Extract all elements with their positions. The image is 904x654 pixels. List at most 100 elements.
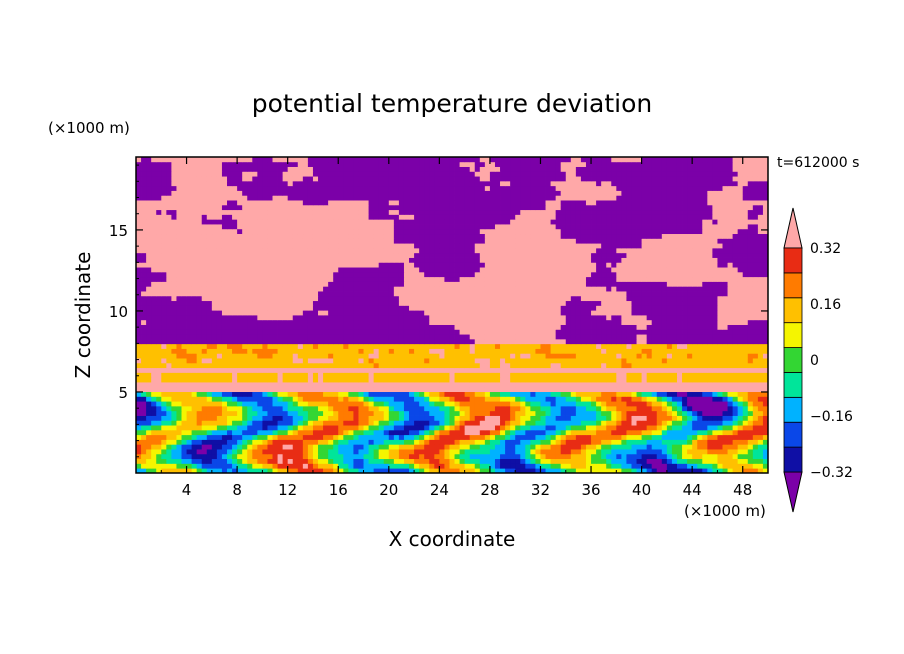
heatmap-cell — [742, 300, 749, 306]
heatmap-cell — [388, 295, 395, 302]
heatmap-cell — [515, 391, 521, 397]
heatmap-cell — [540, 334, 546, 340]
heatmap-cell — [151, 429, 157, 436]
heatmap-cell — [606, 367, 612, 373]
heatmap-cell — [702, 377, 708, 383]
heatmap-cell — [717, 315, 723, 321]
heatmap-cell — [757, 291, 764, 297]
heatmap-cell — [722, 305, 728, 311]
heatmap-cell — [242, 449, 248, 455]
heatmap-cell — [166, 348, 172, 354]
heatmap-cell — [171, 281, 177, 287]
heatmap-cell — [439, 367, 445, 373]
heatmap-cell — [540, 463, 546, 469]
heatmap-cell — [525, 396, 531, 402]
heatmap-cell — [666, 300, 673, 306]
heatmap-cell — [697, 410, 703, 416]
heatmap-cell — [621, 449, 627, 455]
heatmap-cell — [282, 405, 289, 412]
heatmap-cell — [206, 458, 213, 464]
heatmap-cell — [646, 324, 653, 330]
heatmap-cell — [206, 439, 213, 445]
heatmap-cell — [378, 444, 385, 450]
heatmap-cell — [161, 281, 167, 287]
heatmap-cell — [378, 291, 385, 297]
heatmap-cell — [338, 434, 344, 440]
heatmap-cell — [141, 425, 147, 431]
heatmap-cell — [606, 310, 612, 316]
heatmap-cell — [545, 324, 551, 330]
heatmap-cell — [631, 362, 637, 369]
heatmap-cell — [702, 343, 708, 349]
heatmap-cell — [368, 386, 375, 393]
heatmap-cell — [307, 286, 314, 292]
heatmap-cell — [591, 420, 597, 426]
heatmap-cell — [419, 329, 425, 335]
heatmap-cell — [414, 415, 420, 421]
heatmap-cell — [171, 324, 177, 330]
heatmap-cell — [747, 420, 754, 426]
heatmap-cell — [156, 434, 162, 440]
heatmap-cell — [742, 372, 749, 378]
heatmap-cell — [530, 444, 536, 450]
heatmap-cell — [757, 415, 764, 421]
heatmap-cell — [762, 291, 768, 297]
heatmap-cell — [307, 334, 314, 340]
heatmap-cell — [732, 329, 739, 335]
heatmap-cell — [722, 377, 728, 383]
heatmap-cell — [414, 295, 420, 302]
heatmap-cell — [545, 429, 551, 436]
heatmap-cell — [292, 305, 299, 311]
heatmap-cell — [616, 310, 622, 316]
heatmap-cell — [697, 315, 703, 321]
heatmap-cell — [687, 372, 693, 378]
heatmap-cell — [661, 305, 668, 311]
heatmap-cell — [409, 425, 415, 431]
heatmap-cell — [424, 415, 430, 421]
heatmap-cell — [697, 429, 703, 436]
heatmap-cell — [702, 401, 708, 407]
heatmap-cell — [323, 338, 329, 345]
heatmap-cell — [505, 415, 511, 421]
heatmap-cell — [393, 410, 400, 416]
heatmap-cell — [166, 439, 172, 445]
heatmap-cell — [363, 324, 369, 330]
heatmap-cell — [378, 401, 385, 407]
heatmap-cell — [489, 405, 496, 412]
heatmap-cell — [196, 415, 203, 421]
heatmap-cell — [555, 300, 562, 306]
heatmap-cell — [161, 291, 167, 297]
heatmap-cell — [717, 324, 723, 330]
heatmap-cell — [409, 310, 415, 316]
heatmap-cell — [378, 315, 385, 321]
heatmap-cell — [151, 305, 157, 311]
heatmap-cell — [702, 334, 708, 340]
heatmap-cell — [747, 343, 754, 349]
heatmap-cell — [312, 410, 319, 416]
heatmap-cell — [409, 334, 415, 340]
heatmap-cell — [737, 334, 744, 340]
heatmap-cell — [636, 353, 642, 359]
heatmap-cell — [671, 291, 678, 297]
heatmap-cell — [530, 353, 536, 359]
heatmap-cell — [707, 358, 713, 364]
heatmap-cell — [302, 429, 309, 436]
heatmap-cell — [666, 334, 673, 340]
heatmap-cell — [500, 372, 506, 378]
heatmap-cell — [484, 315, 491, 321]
heatmap-cell — [323, 367, 329, 373]
heatmap-cell — [181, 458, 187, 464]
heatmap-cell — [742, 291, 749, 297]
heatmap-cell — [348, 434, 354, 440]
heatmap-cell — [454, 391, 460, 397]
heatmap-cell — [646, 401, 653, 407]
heatmap-cell — [515, 449, 521, 455]
heatmap-cell — [449, 429, 455, 436]
heatmap-cell — [616, 377, 622, 383]
heatmap-cell — [363, 425, 369, 431]
heatmap-cell — [368, 338, 375, 345]
heatmap-cell — [636, 396, 642, 402]
heatmap-cell — [403, 310, 410, 316]
heatmap-cell — [338, 386, 344, 393]
heatmap-cell — [388, 343, 395, 349]
